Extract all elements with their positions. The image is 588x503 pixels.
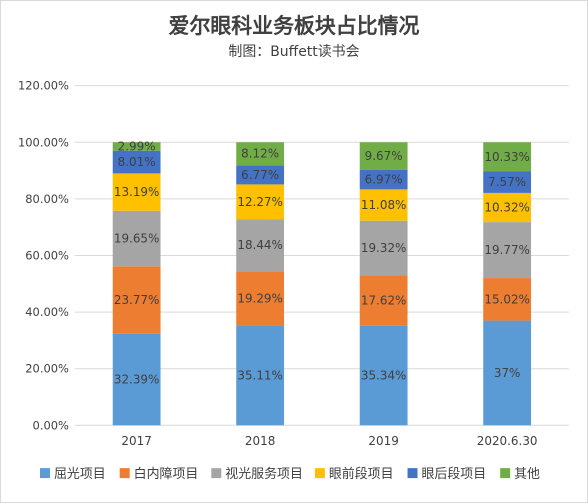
data-label: 19.65% <box>114 232 160 246</box>
y-tick-label: 120.00% <box>18 79 69 93</box>
data-label: 19.29% <box>237 292 283 306</box>
legend-swatch <box>314 468 325 479</box>
data-label: 15.02% <box>484 292 530 306</box>
y-axis: 0.00% 20.00% 40.00% 60.00% 80.00% 100.00% 120.… <box>18 79 69 433</box>
bar-segment <box>483 142 532 172</box>
bar-segment <box>236 219 285 272</box>
bar-segment <box>236 165 285 185</box>
data-label: 35.34% <box>361 368 407 382</box>
y-tick-label: 100.00% <box>18 135 69 149</box>
y-tick-label: 80.00% <box>25 192 69 206</box>
data-label: 2.99% <box>118 139 156 153</box>
data-label: 9.67% <box>365 149 403 163</box>
bar-segment <box>359 325 408 426</box>
data-label: 6.77% <box>241 168 279 182</box>
bar-segment <box>112 333 161 426</box>
bar-segment <box>359 142 408 170</box>
y-tick-label: 20.00% <box>25 362 69 376</box>
bar-segment <box>359 189 408 221</box>
bar-segment <box>112 142 161 151</box>
bar-segment <box>483 320 532 426</box>
data-label: 7.57% <box>488 175 526 189</box>
bar-segment <box>236 184 285 220</box>
data-label: 8.12% <box>241 147 279 161</box>
bar-segment <box>483 192 532 223</box>
data-label: 6.97% <box>365 172 403 186</box>
legend-label: 屈光项目 <box>54 467 106 482</box>
bar-segment <box>483 171 532 193</box>
y-tick-label: 40.00% <box>25 305 69 319</box>
data-label: 10.33% <box>484 150 530 164</box>
legend-label: 眼前段项目 <box>329 466 394 482</box>
data-label: 37% <box>494 366 521 380</box>
data-label: 10.32% <box>484 200 530 214</box>
legend: 屈光项目 白内障项目 视光服务项目 眼前段项目 眼后段项目 其他 <box>40 466 540 482</box>
data-label: 8.01% <box>118 155 156 169</box>
y-tick-label: 0.00% <box>33 418 69 432</box>
data-label: 19.32% <box>361 241 407 255</box>
bar-segment <box>236 271 285 326</box>
x-tick-label: 2018 <box>245 434 275 448</box>
data-label: 11.08% <box>361 198 407 212</box>
bar-segment <box>112 266 161 334</box>
legend-swatch <box>407 468 418 479</box>
legend-label: 白内障项目 <box>134 466 199 482</box>
x-tick-label: 2020.6.30 <box>477 434 538 448</box>
bar-segment <box>112 173 161 211</box>
legend-swatch <box>40 468 50 479</box>
bar-segment <box>483 222 532 279</box>
legend-label: 其他 <box>514 467 540 482</box>
bar-segment <box>236 325 285 426</box>
legend-swatch <box>211 468 222 479</box>
bar-segment <box>359 275 408 326</box>
data-label: 13.19% <box>114 185 160 199</box>
data-label: 23.77% <box>114 293 160 307</box>
bar-segment <box>359 169 408 190</box>
chart-title: 爱尔眼科业务板块占比情况 <box>169 14 420 38</box>
data-label: 17.62% <box>361 293 407 307</box>
x-tick-label: 2019 <box>368 434 398 448</box>
data-label: 18.44% <box>237 238 283 252</box>
legend-swatch <box>119 468 130 479</box>
data-label: 35.11% <box>237 369 283 383</box>
chart-subtitle: 制图：Buffett读书会 <box>228 43 359 60</box>
bar-segment <box>112 210 161 267</box>
legend-label: 眼后段项目 <box>421 467 486 482</box>
y-tick-label: 60.00% <box>25 248 69 262</box>
bars: 32.39% 23.77% 19.65% 13.19% 8.01% 2.99% 35.11%… <box>112 139 532 426</box>
legend-label: 视光服务项目 <box>225 466 303 482</box>
data-label: 32.39% <box>114 372 160 386</box>
bar-segment <box>112 150 161 174</box>
bar-segment <box>236 142 285 166</box>
data-label: 19.77% <box>484 243 530 257</box>
bar-segment <box>483 278 532 321</box>
x-tick-label: 2017 <box>121 434 151 448</box>
bar-segment <box>359 220 408 276</box>
legend-swatch <box>500 468 511 479</box>
data-label: 12.27% <box>237 195 283 209</box>
x-axis: 2017 2018 2019 2020.6.30 <box>121 434 537 448</box>
